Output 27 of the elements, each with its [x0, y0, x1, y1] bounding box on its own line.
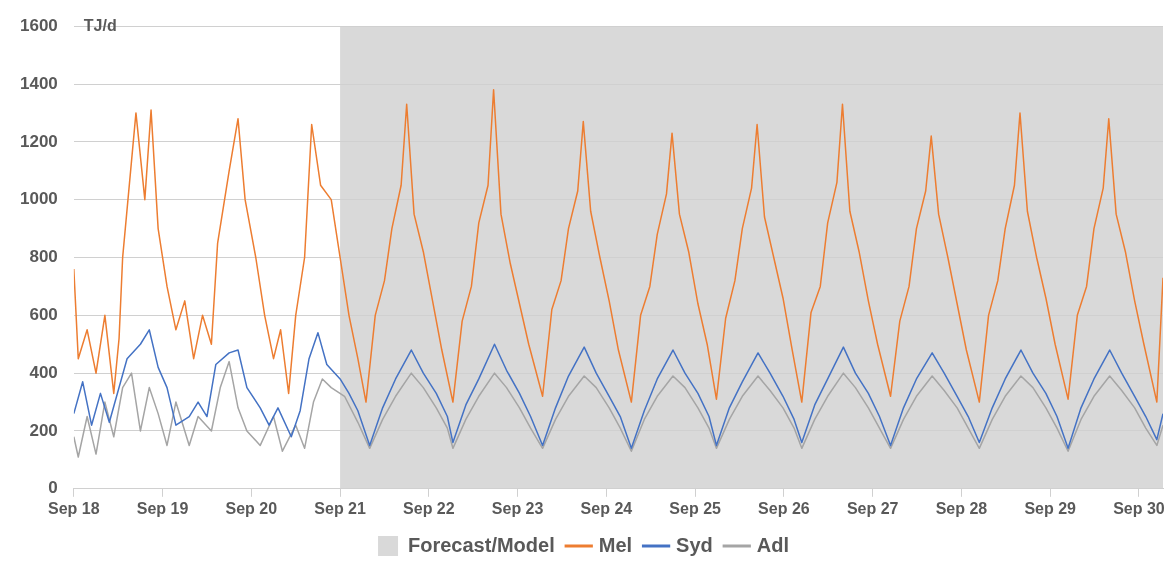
- y-tick-label: 1600: [19, 15, 58, 35]
- x-tick-label: Sep 20: [225, 499, 278, 517]
- x-tick-label: Sep 22: [403, 499, 455, 517]
- legend-label: Forecast/Model: [408, 533, 555, 556]
- x-tick-label: Sep 25: [669, 499, 722, 517]
- x-tick-label: Sep 26: [758, 499, 810, 517]
- y-axis-title: TJ/d: [83, 16, 117, 34]
- x-tick-label: Sep 21: [314, 499, 366, 517]
- legend-label: Mel: [598, 533, 633, 556]
- y-tick-label: 1200: [19, 131, 58, 151]
- x-tick-label: Sep 30: [1113, 499, 1165, 517]
- y-tick-label: 0: [48, 478, 58, 498]
- x-tick-label: Sep 24: [580, 499, 633, 517]
- y-tick-label: 1000: [19, 189, 58, 209]
- x-tick-label: Sep 19: [136, 499, 189, 517]
- y-tick-label: 400: [29, 362, 58, 382]
- x-tick-label: Sep 27: [846, 499, 899, 517]
- y-tick-label: 600: [29, 305, 58, 325]
- legend-label: Adl: [756, 533, 789, 556]
- x-tick-label: Sep 18: [48, 499, 100, 517]
- x-tick-label: Sep 23: [491, 499, 544, 517]
- x-tick-label: Sep 29: [1024, 499, 1077, 517]
- y-tick-label: 1400: [19, 73, 58, 93]
- x-tick-label: Sep 28: [935, 499, 988, 517]
- legend-label: Syd: [676, 533, 713, 556]
- y-tick-label: 800: [29, 247, 58, 267]
- y-tick-label: 200: [29, 420, 58, 440]
